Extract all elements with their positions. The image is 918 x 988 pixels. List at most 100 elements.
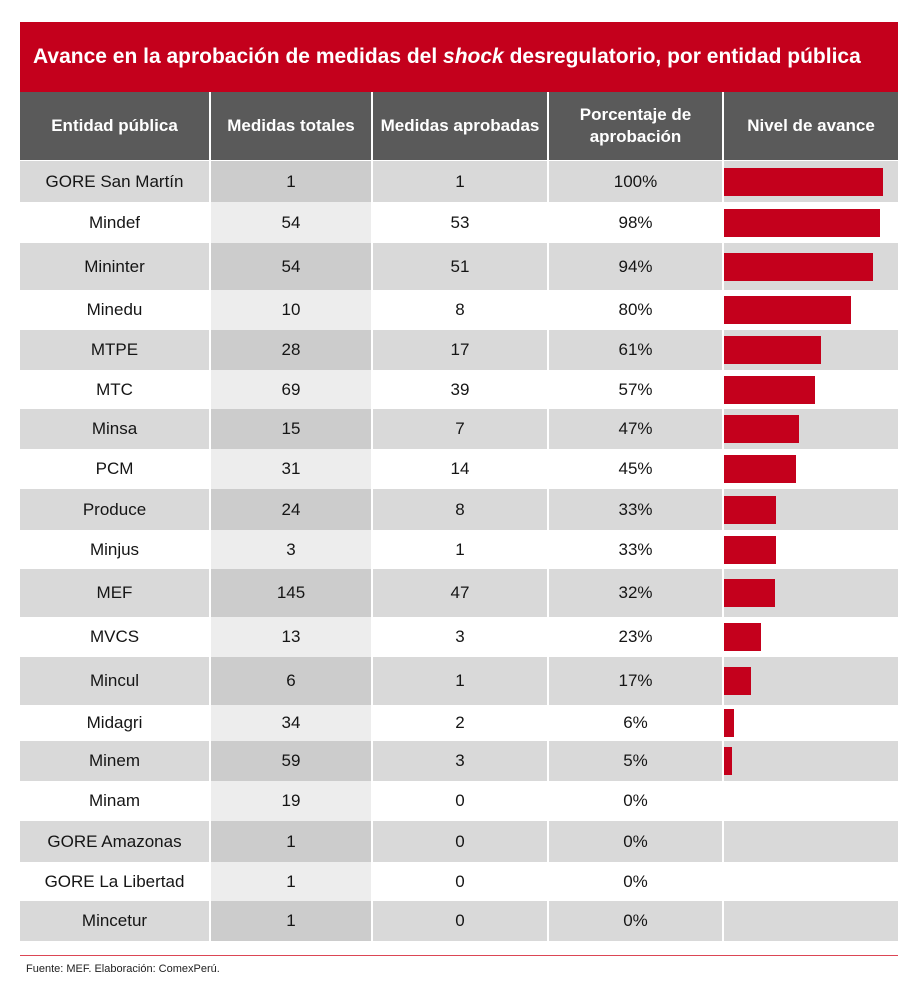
table-row: Minjus 3 1 33% <box>20 530 898 569</box>
approved-measures-cell: 53 <box>371 202 547 243</box>
approval-percentage-cell: 57% <box>547 370 722 409</box>
progress-bar-mark <box>724 296 852 324</box>
table-row: Minem 59 3 5% <box>20 741 898 781</box>
total-measures-cell: 3 <box>209 530 371 569</box>
entity-cell: MVCS <box>20 617 209 657</box>
table-row: Minsa 15 7 47% <box>20 409 898 449</box>
approval-percentage-cell: 0% <box>547 901 722 941</box>
table-row: MTC 69 39 57% <box>20 370 898 409</box>
progress-bar-mark <box>724 667 752 695</box>
approval-percentage-cell: 33% <box>547 530 722 569</box>
table-row: Minedu 10 8 80% <box>20 290 898 330</box>
progress-level-cell <box>722 330 898 370</box>
column-header-approved-measures: Medidas aprobadas <box>371 92 547 160</box>
entity-cell: Minedu <box>20 290 209 330</box>
approved-measures-cell: 0 <box>371 862 547 901</box>
total-measures-cell: 19 <box>209 781 371 821</box>
approved-measures-cell: 0 <box>371 901 547 941</box>
table-row: MVCS 13 3 23% <box>20 617 898 657</box>
entity-cell: Minjus <box>20 530 209 569</box>
progress-bar-mark <box>724 623 761 651</box>
table-row: MEF 145 47 32% <box>20 569 898 617</box>
progress-level-cell <box>722 290 898 330</box>
entity-cell: Minem <box>20 741 209 781</box>
entity-cell: Mindef <box>20 202 209 243</box>
column-header-approval-percentage: Porcentaje de aprobación <box>547 92 722 160</box>
table-row: Midagri 34 2 6% <box>20 705 898 741</box>
approved-measures-cell: 8 <box>371 290 547 330</box>
entity-cell: Mincetur <box>20 901 209 941</box>
progress-bar-mark <box>724 455 796 483</box>
total-measures-cell: 1 <box>209 821 371 862</box>
progress-bar-mark <box>724 709 734 737</box>
table-row: PCM 31 14 45% <box>20 449 898 489</box>
column-header-total-measures: Medidas totales <box>209 92 371 160</box>
approval-percentage-cell: 47% <box>547 409 722 449</box>
approved-measures-cell: 3 <box>371 741 547 781</box>
column-header-entity: Entidad pública <box>51 116 178 135</box>
entity-cell: Minam <box>20 781 209 821</box>
approved-measures-cell: 2 <box>371 705 547 741</box>
approval-percentage-cell: 80% <box>547 290 722 330</box>
approval-percentage-cell: 94% <box>547 243 722 290</box>
footer-divider <box>20 955 898 956</box>
progress-bar-mark <box>724 167 883 196</box>
table-row: Mincetur 1 0 0% <box>20 901 898 941</box>
progress-level-cell <box>722 530 898 569</box>
approval-percentage-cell: 100% <box>547 161 722 202</box>
total-measures-cell: 24 <box>209 489 371 530</box>
entity-cell: PCM <box>20 449 209 489</box>
progress-level-cell <box>722 862 898 901</box>
approved-measures-cell: 7 <box>371 409 547 449</box>
table-row: GORE San Martín 1 1 100% <box>20 161 898 202</box>
progress-level-cell <box>722 705 898 741</box>
entity-cell: Mincul <box>20 657 209 705</box>
total-measures-cell: 54 <box>209 243 371 290</box>
approved-measures-cell: 51 <box>371 243 547 290</box>
total-measures-cell: 59 <box>209 741 371 781</box>
approval-percentage-cell: 98% <box>547 202 722 243</box>
progress-level-cell <box>722 781 898 821</box>
progress-level-cell <box>722 657 898 705</box>
total-measures-cell: 145 <box>209 569 371 617</box>
progress-bar-mark <box>724 208 880 237</box>
entity-cell: GORE La Libertad <box>20 862 209 901</box>
table-row: GORE Amazonas 1 0 0% <box>20 821 898 862</box>
approval-percentage-cell: 6% <box>547 705 722 741</box>
table-row: Mindef 54 53 98% <box>20 202 898 243</box>
approval-percentage-cell: 23% <box>547 617 722 657</box>
approved-measures-cell: 1 <box>371 161 547 202</box>
progress-level-cell <box>722 202 898 243</box>
table-row: Minam 19 0 0% <box>20 781 898 821</box>
approval-percentage-cell: 0% <box>547 781 722 821</box>
table-row: Produce 24 8 33% <box>20 489 898 530</box>
progress-level-cell <box>722 449 898 489</box>
approval-percentage-cell: 0% <box>547 821 722 862</box>
approved-measures-cell: 1 <box>371 530 547 569</box>
approval-percentage-cell: 5% <box>547 741 722 781</box>
column-header-progress-level: Nivel de avance <box>722 92 898 160</box>
table-header: Entidad pública Medidas totales Medidas … <box>20 92 898 160</box>
progress-level-cell <box>722 741 898 781</box>
entity-cell: MEF <box>20 569 209 617</box>
total-measures-cell: 69 <box>209 370 371 409</box>
total-measures-cell: 1 <box>209 901 371 941</box>
total-measures-cell: 34 <box>209 705 371 741</box>
chart-title-part-1: Avance en la aprobación de medidas del <box>33 45 444 68</box>
entity-cell: GORE San Martín <box>20 161 209 202</box>
entity-cell: GORE Amazonas <box>20 821 209 862</box>
approved-measures-cell: 3 <box>371 617 547 657</box>
progress-level-cell <box>722 370 898 409</box>
entity-cell: MTC <box>20 370 209 409</box>
chart-title-emphasis: shock <box>443 45 504 68</box>
approved-measures-cell: 0 <box>371 781 547 821</box>
table-row: MTPE 28 17 61% <box>20 330 898 370</box>
approval-percentage-cell: 0% <box>547 862 722 901</box>
table-body: GORE San Martín 1 1 100% Mindef 54 53 98% Minint… <box>20 161 898 941</box>
total-measures-cell: 54 <box>209 202 371 243</box>
table-row: Mincul 6 1 17% <box>20 657 898 705</box>
approval-percentage-cell: 45% <box>547 449 722 489</box>
progress-level-cell <box>722 821 898 862</box>
entity-cell: Minsa <box>20 409 209 449</box>
